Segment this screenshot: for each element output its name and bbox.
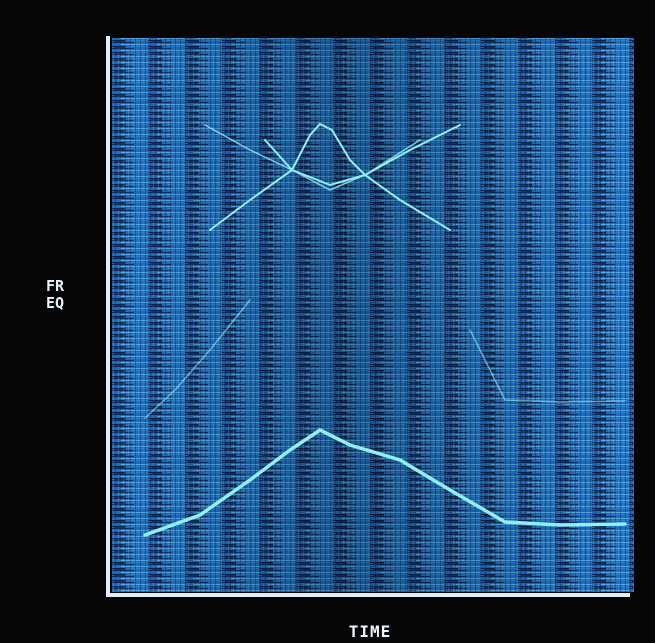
faint-trace — [469, 329, 626, 403]
upper-trace — [209, 124, 461, 231]
shade — [112, 38, 634, 592]
upper-trace — [264, 122, 451, 231]
faint-trace — [144, 299, 251, 419]
upper-trace — [204, 124, 421, 191]
traces — [143, 122, 627, 537]
x-axis-label: TIME — [348, 622, 392, 641]
y-axis-label: FREQ — [45, 277, 65, 312]
main-trace — [143, 427, 627, 537]
